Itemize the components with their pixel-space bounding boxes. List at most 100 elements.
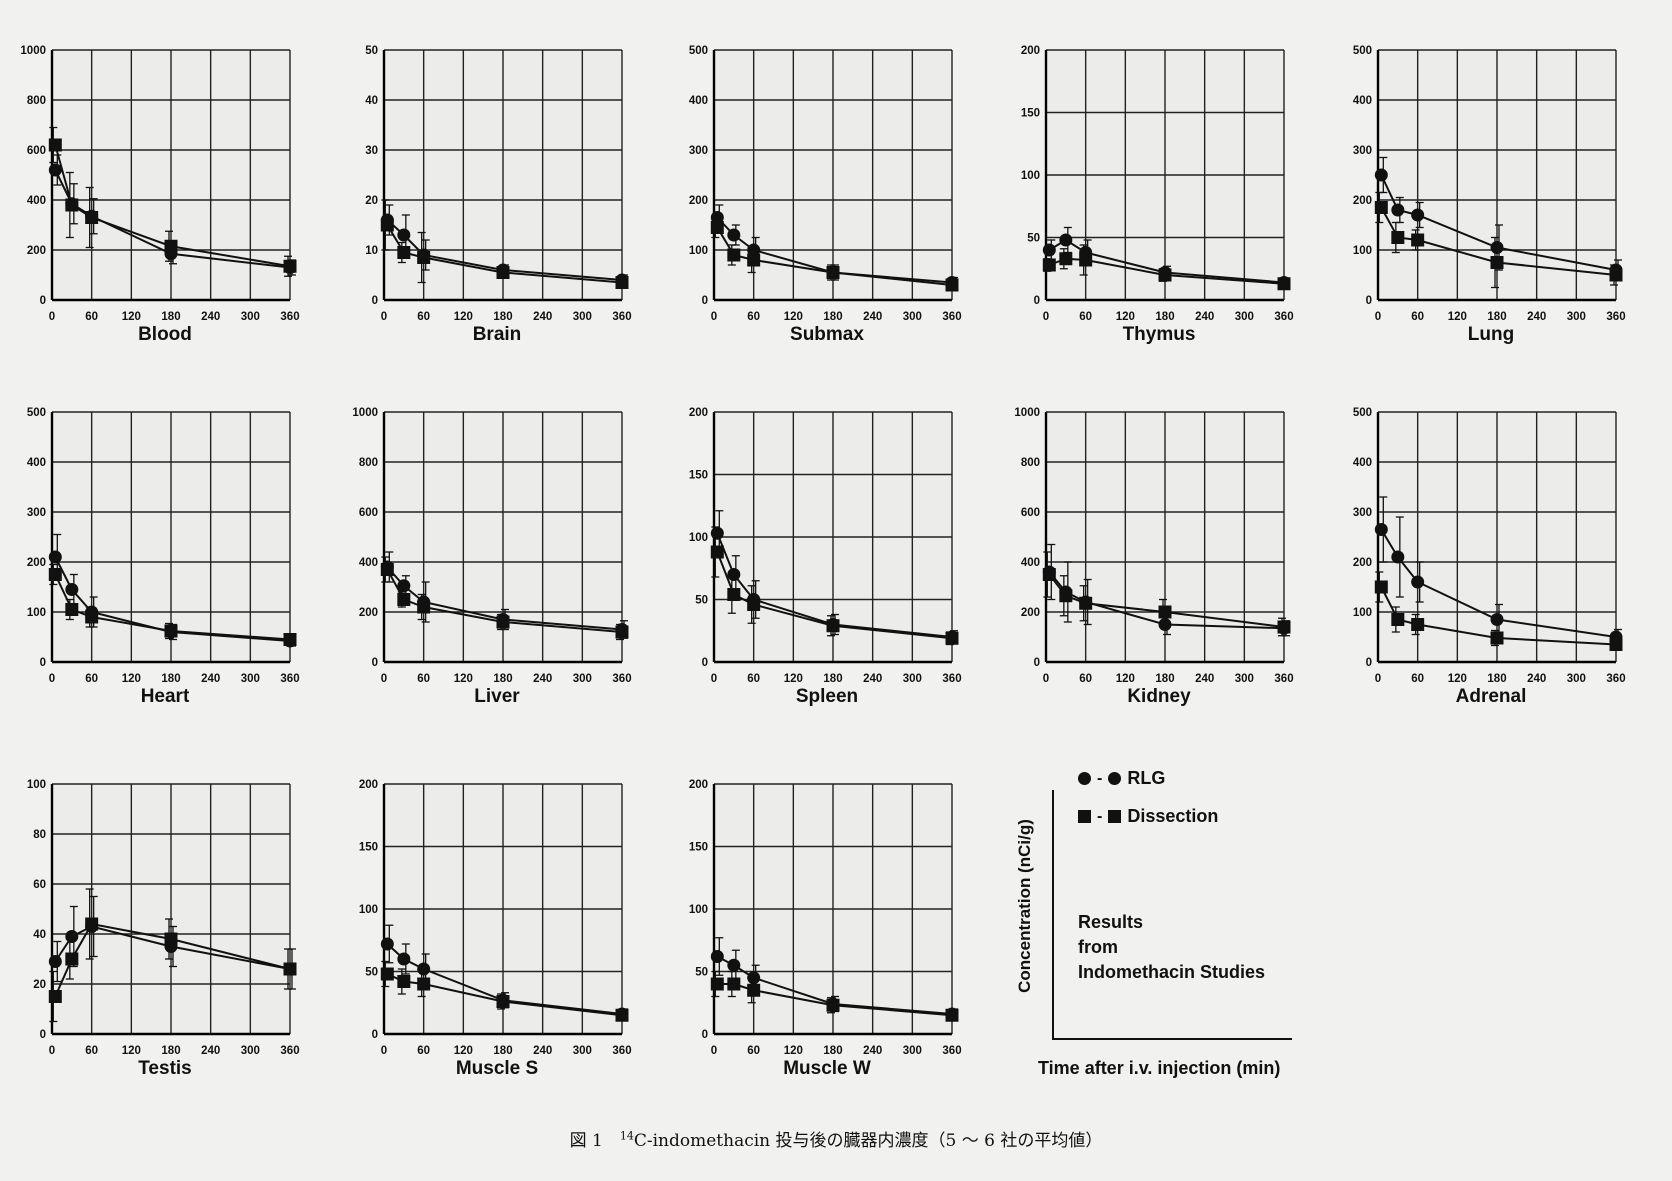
x-tick-label: 300	[573, 673, 592, 685]
y-tick-label: 300	[689, 145, 708, 157]
y-tick-label: 60	[33, 879, 46, 891]
chart-svg: 0 50 100 150 200 0 60 120 180 240 300 360	[359, 779, 632, 1057]
x-tick-label: 60	[85, 673, 98, 685]
y-tick-label: 30	[365, 145, 378, 157]
data-point-dissection	[1059, 252, 1073, 266]
data-point-dissection	[283, 633, 297, 646]
data-point-rlg	[727, 568, 741, 581]
y-tick-label: 50	[695, 967, 708, 979]
data-point-dissection	[48, 990, 62, 1003]
chart-panel-blood: 0 200 400 600 800 1000 0 60 120 180 240 300 360 Blood	[0, 30, 300, 350]
data-point-dissection	[164, 932, 178, 946]
series-dissection	[1042, 551, 1291, 637]
data-point-dissection	[48, 138, 62, 152]
chart-svg: 0 10 20 30 40 50 0 60 120 180 240 300 360	[365, 45, 631, 323]
y-tick-label: 1000	[1014, 407, 1040, 419]
x-tick-label: 120	[122, 1045, 141, 1057]
y-tick-label: 300	[1353, 145, 1372, 157]
series-dissection	[48, 126, 297, 277]
x-tick-label: 120	[122, 311, 141, 323]
chart-svg: 0 100 200 300 400 500 0 60 120 180 240 300 360	[1353, 45, 1626, 323]
x-tick-label: 0	[711, 673, 717, 685]
x-tick-label: 60	[1079, 311, 1092, 323]
data-point-dissection	[826, 266, 840, 279]
data-point-dissection	[1490, 256, 1504, 269]
chart-panel-liver: 0 200 400 600 800 1000 0 60 120 180 240 300 360 Liver	[332, 392, 632, 712]
x-tick-label: 240	[863, 311, 882, 323]
y-tick-label: 100	[27, 607, 46, 619]
x-tick-label: 120	[454, 1045, 473, 1057]
chart-panel-lung: 0 100 200 300 400 500 0 60 120 180 240 300 360 Lung	[1326, 30, 1626, 350]
y-tick-label: 600	[27, 145, 46, 157]
x-tick-label: 180	[493, 1045, 512, 1057]
y-tick-label: 500	[27, 407, 46, 419]
data-point-dissection	[380, 218, 394, 232]
x-tick-label: 180	[823, 1045, 842, 1057]
series-rlg	[1374, 496, 1623, 646]
data-point-rlg	[1042, 243, 1056, 257]
data-point-dissection	[1277, 620, 1291, 634]
chart-panel-testis: 0 20 40 60 80 100 0 60 120 180 240 300 360 Testis	[0, 764, 300, 1084]
y-tick-label: 200	[1353, 557, 1372, 569]
data-point-dissection	[496, 995, 510, 1008]
x-tick-label: 0	[49, 1045, 55, 1057]
data-point-dissection	[65, 603, 79, 616]
y-tick-label: 0	[702, 657, 708, 669]
x-tick-label: 180	[161, 673, 180, 685]
data-point-dissection	[380, 967, 394, 981]
data-point-dissection	[727, 977, 741, 991]
data-point-dissection	[397, 246, 411, 259]
y-tick-label: 20	[33, 979, 46, 991]
data-point-rlg	[727, 228, 741, 242]
x-tick-label: 60	[85, 1045, 98, 1057]
x-tick-label: 240	[201, 311, 220, 323]
data-point-dissection	[1609, 268, 1623, 282]
y-tick-label: 50	[1027, 233, 1040, 245]
data-point-dissection	[710, 545, 724, 559]
y-tick-label: 0	[40, 657, 46, 669]
y-tick-label: 200	[1021, 45, 1040, 57]
legend-label-rlg: RLG	[1127, 768, 1166, 788]
y-tick-label: 200	[689, 195, 708, 207]
series-dissection	[48, 563, 297, 646]
y-tick-label: 400	[1353, 457, 1372, 469]
x-tick-label: 360	[1274, 673, 1293, 685]
data-point-rlg	[65, 930, 79, 943]
chart-title: Submax	[790, 324, 864, 345]
x-tick-label: 60	[417, 673, 430, 685]
y-tick-label: 50	[365, 45, 378, 57]
x-tick-label: 0	[1043, 311, 1049, 323]
y-tick-label: 400	[689, 95, 708, 107]
y-tick-label: 0	[40, 295, 46, 307]
x-tick-label: 240	[863, 1045, 882, 1057]
square-marker-icon	[1078, 810, 1091, 823]
data-point-dissection	[496, 266, 510, 279]
data-point-dissection	[727, 588, 741, 601]
data-point-dissection	[496, 615, 510, 629]
circle-marker-icon	[1078, 772, 1091, 785]
chart-title: Adrenal	[1455, 686, 1527, 707]
data-point-dissection	[283, 259, 297, 273]
series-dissection	[380, 556, 629, 641]
y-tick-label: 1000	[352, 407, 378, 419]
data-point-dissection	[1079, 596, 1093, 610]
data-point-dissection	[1059, 589, 1073, 603]
data-point-rlg	[48, 163, 62, 177]
x-tick-label: 300	[1235, 311, 1254, 323]
series-dissection	[1042, 244, 1291, 291]
square-marker-icon	[1108, 810, 1122, 823]
data-point-rlg	[417, 962, 431, 976]
data-point-dissection	[1374, 580, 1388, 594]
data-point-dissection	[727, 248, 741, 262]
chart-panel-spleen: 0 50 100 150 200 0 60 120 180 240 300 360 Spleen	[662, 392, 962, 712]
x-tick-label: 240	[1527, 673, 1546, 685]
data-point-rlg	[747, 243, 761, 257]
x-tick-label: 180	[161, 311, 180, 323]
x-tick-label: 300	[241, 311, 260, 323]
x-tick-label: 360	[612, 1045, 631, 1057]
data-point-dissection	[1042, 258, 1056, 272]
y-tick-label: 500	[1353, 407, 1372, 419]
data-point-dissection	[1411, 618, 1425, 631]
y-tick-label: 100	[27, 779, 46, 791]
y-tick-label: 150	[689, 470, 708, 482]
